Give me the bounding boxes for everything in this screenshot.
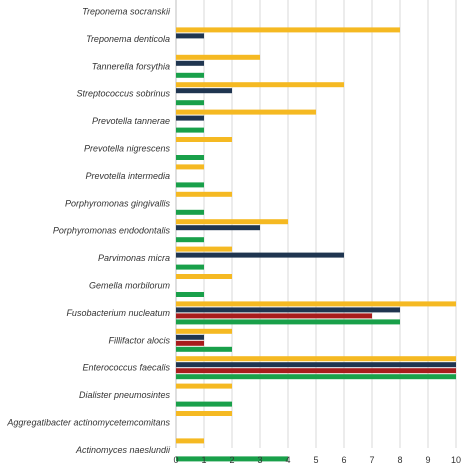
x-tick-label: 2 [229,455,234,465]
bar [176,182,204,188]
category-label: Tannerella forsythia [92,61,170,71]
category-label: Gemella morbilorum [89,281,171,291]
x-tick-label: 3 [257,455,262,465]
x-axis-ticks: 0 1 2 3 4 5 6 7 8 9 10 [173,455,461,465]
bar [176,438,204,444]
category-label: Treponema socranskii [82,7,171,17]
category-label: Fillifactor alocis [108,335,170,345]
bar [176,155,204,160]
bar [176,72,204,78]
bar [176,209,204,215]
x-tick-label: 5 [313,455,318,465]
bar [176,246,232,252]
bar [176,264,204,270]
bar [176,411,232,416]
bar [176,219,288,225]
bar [176,401,232,407]
bar [176,191,232,197]
bar [176,328,232,334]
category-label: Aggregatibacter actinomycetemcomitans [6,418,170,428]
bar [176,313,372,319]
bar [176,82,344,88]
category-label: Fusobacterium nucleatum [66,308,170,318]
bar [176,115,204,121]
bar [176,88,232,94]
bar [176,137,232,142]
x-tick-label: 1 [201,455,206,465]
category-label: Prevotella tannerae [92,116,170,126]
bar [176,346,232,352]
bar [176,307,400,313]
category-label: Actinomyces naeslundii [75,445,171,455]
bar [176,164,204,170]
x-tick-label: 8 [397,455,402,465]
bars [176,27,456,462]
category-label: Prevotella intermedia [85,171,170,181]
bar [176,237,204,243]
category-label: Treponema denticola [86,34,170,44]
x-tick-label: 0 [173,455,178,465]
category-label: Prevotella nigrescens [84,144,171,154]
bar [176,319,400,325]
bar [176,383,232,389]
bar [176,54,260,60]
bar [176,127,204,133]
category-labels: Treponema socranskii Treponema denticola T… [6,7,171,455]
x-tick-label: 9 [425,455,430,465]
bar [176,225,260,231]
category-label: Porphyromonas endodontalis [53,226,171,236]
bar [176,274,232,279]
bar [176,27,400,33]
bar [176,33,204,39]
bar [176,292,204,297]
bar [176,356,456,362]
bar [176,368,456,374]
category-label: Dialister pneumosintes [79,390,171,400]
bar [176,456,288,462]
x-tick-label: 10 [451,455,461,465]
bar [176,100,204,106]
bar [176,109,316,115]
category-label: Enterococcus faecalis [82,363,170,373]
x-tick-label: 4 [285,455,290,465]
x-tick-label: 7 [369,455,374,465]
x-tick-label: 6 [341,455,346,465]
bar [176,252,344,258]
bar [176,334,204,340]
category-label: Parvimonas micra [98,253,170,263]
bar [176,340,204,346]
category-label: Streptococcus sobrinus [76,89,170,99]
bar [176,362,456,368]
category-label: Porphyromonas gingivallis [65,198,171,208]
bar [176,301,456,307]
bar [176,374,456,380]
bar [176,60,204,66]
